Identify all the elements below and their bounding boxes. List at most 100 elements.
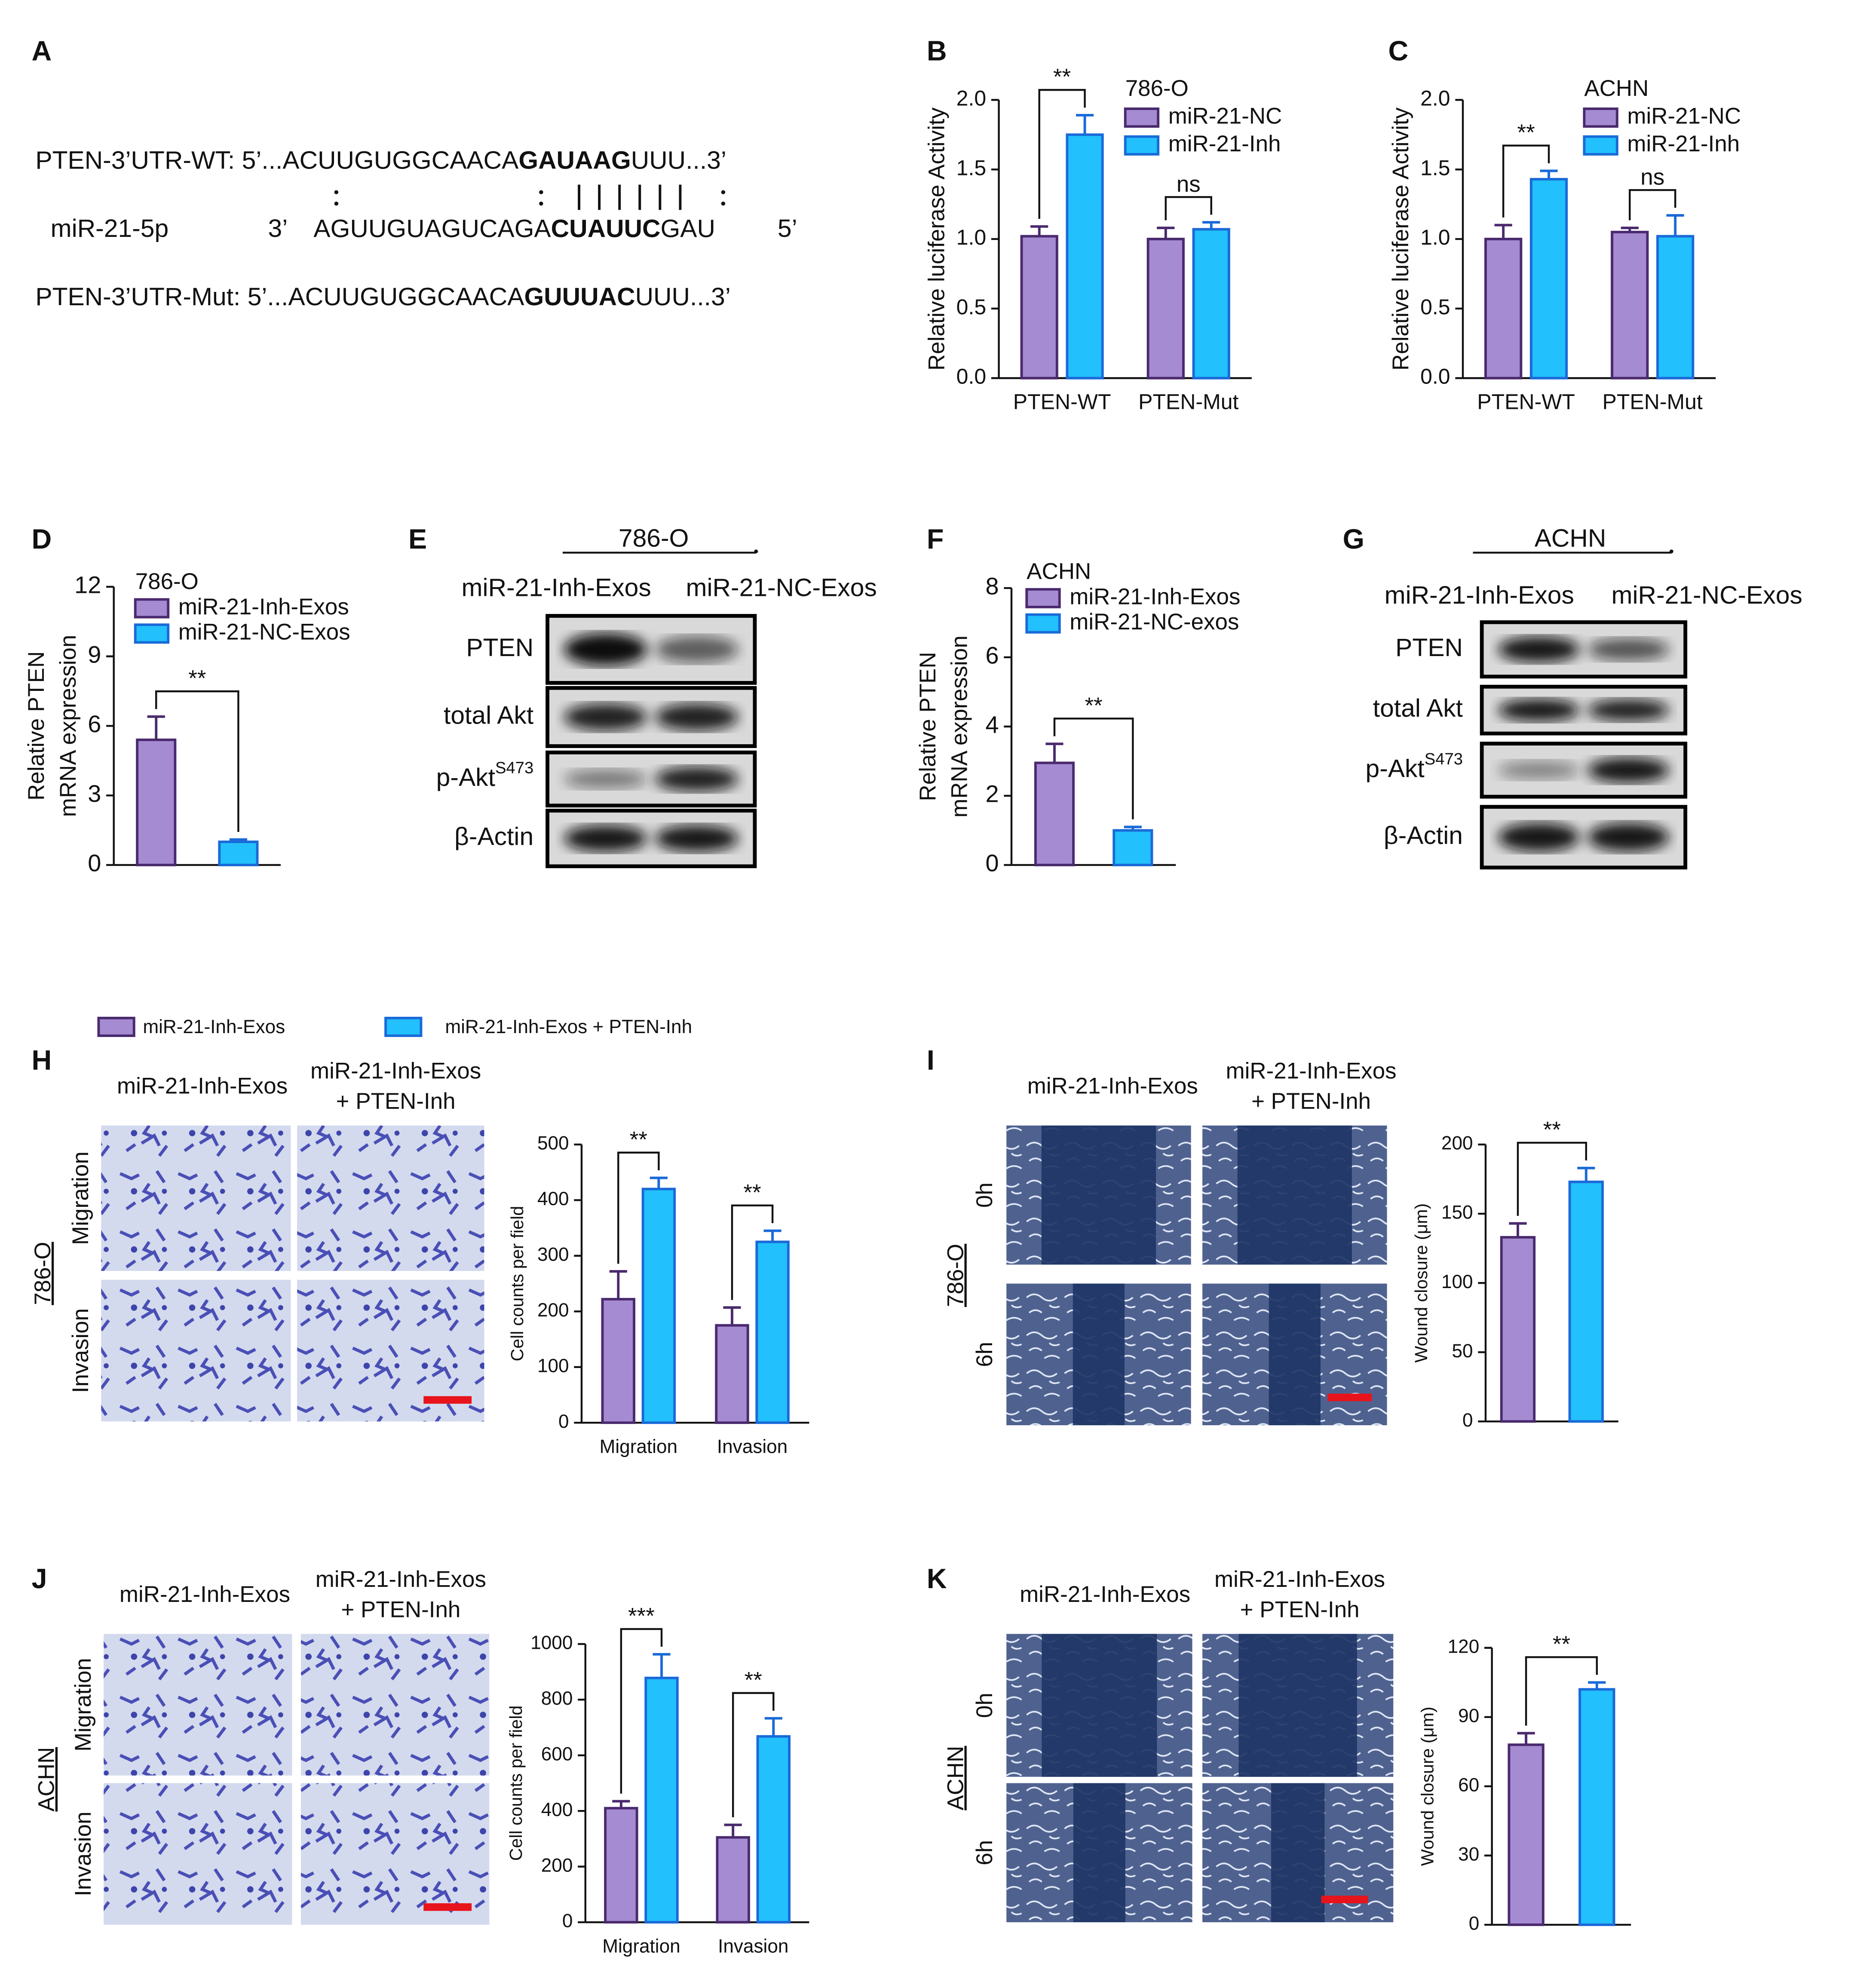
error-bar (1030, 225, 1048, 236)
significance-label: ** (1553, 1632, 1570, 1657)
error-bar (1577, 1166, 1595, 1182)
bar (1146, 237, 1185, 380)
error-bar (724, 1823, 742, 1838)
cell-line: 786-O (30, 1242, 55, 1305)
y-tick-label: 0 (1469, 1913, 1480, 1934)
y-tick-label: 0 (558, 1411, 569, 1432)
y-tick-label: 500 (537, 1133, 569, 1154)
blot-column: miR-21-NC-Exos (686, 574, 877, 601)
bar (716, 1836, 750, 1924)
mirna-end: 5’ (778, 215, 797, 242)
y-axis-label: mRNA expression (55, 635, 81, 817)
y-tick-label: 12 (74, 571, 101, 598)
bar (715, 1324, 749, 1424)
y-tick-label: 200 (1441, 1133, 1473, 1154)
image-column: miR-21-Inh-Exos (1226, 1058, 1397, 1083)
significance-label: ** (1085, 693, 1103, 718)
image-row: Migration (68, 1151, 93, 1245)
blot-band (564, 633, 647, 666)
y-tick-label: 6 (986, 642, 999, 669)
pairing (334, 184, 726, 210)
panel-label: B (927, 35, 947, 67)
blot-band (1498, 822, 1580, 852)
y-axis-label: Cell counts per field (506, 1706, 526, 1861)
significance-bracket (732, 1692, 775, 1817)
y-tick-label: 2.0 (1420, 86, 1450, 110)
error-bar (723, 1306, 741, 1325)
blot-band (655, 636, 739, 663)
blot-row-name: p-Akt (436, 763, 495, 791)
x-tick-label: PTEN-Mut (1138, 390, 1238, 414)
seed: GUUUAC (524, 283, 635, 311)
blot-row: p-AktS473 (436, 759, 534, 792)
blot-row-name: p-Akt (1365, 755, 1424, 782)
y-tick-label: 60 (1458, 1774, 1479, 1795)
blot-row-sup: S473 (1425, 750, 1463, 768)
error-bar (1157, 227, 1175, 239)
error-bar (1666, 214, 1684, 236)
significance-bracket (620, 1628, 663, 1794)
y-tick-label: 120 (1448, 1636, 1480, 1657)
error-bar (763, 1229, 781, 1242)
y-tick-label: 800 (541, 1688, 573, 1709)
blot-column: miR-21-Inh-Exos (1385, 581, 1574, 609)
panel-label: E (408, 523, 427, 555)
error-bar (1588, 1681, 1606, 1690)
significance-label: ** (1543, 1117, 1561, 1142)
wound-gap (1042, 1634, 1157, 1777)
panel-label: A (32, 35, 52, 67)
cell-line: ACHN (34, 1747, 59, 1812)
y-axis-label: Wound closure (μm) (1411, 1203, 1431, 1363)
x-tick-label: PTEN-WT (1477, 390, 1575, 414)
blot-band (1498, 699, 1580, 721)
significance-label: ns (1177, 172, 1201, 197)
legend-title: 786-O (1125, 76, 1189, 101)
y-axis-label: Wound closure (μm) (1417, 1707, 1437, 1866)
legend-label: miR-21-NC (1168, 104, 1282, 129)
significance-bracket (1629, 189, 1676, 221)
y-tick-label: 4 (986, 711, 999, 738)
legend-label: miR-21-NC-exos (1070, 609, 1239, 635)
legend-label: miR-21-NC-Exos (178, 620, 350, 645)
legend-swatch (134, 623, 170, 644)
blot-band (564, 825, 647, 852)
image-column: miR-21-Inh-Exos (1020, 1582, 1190, 1607)
legend-label: miR-21-Inh-Exos (178, 594, 349, 620)
y-tick-label: 400 (537, 1188, 569, 1209)
image-column: + PTEN-Inh (1240, 1597, 1360, 1622)
panel-a: PTEN-3’UTR-WT: 5’...ACUUGUGGCAACAGAUAAGU… (35, 146, 797, 311)
legend-swatch (1025, 613, 1061, 634)
x-tick-label: Invasion (718, 1936, 788, 1957)
y-tick-label: 0 (562, 1911, 573, 1932)
error-bar (1517, 1732, 1535, 1745)
seq-text: AGUUGUAGUCAGA (313, 215, 551, 242)
y-axis-label: Relative PTEN (915, 652, 941, 801)
wound-gap (1269, 1283, 1321, 1426)
blot-row: PTEN (1395, 634, 1463, 662)
bar (1020, 235, 1058, 380)
bar (1656, 235, 1695, 380)
error-bar (229, 838, 248, 842)
significance-label: ** (1517, 120, 1535, 145)
blot-header: ACHN (1535, 525, 1606, 552)
error-bar (1045, 742, 1063, 763)
significance-bracket (617, 1151, 660, 1264)
blot-column: miR-21-Inh-Exos (462, 574, 651, 601)
wound-gap (1237, 1125, 1352, 1265)
y-tick-label: 90 (1458, 1705, 1479, 1726)
panel-label: H (32, 1044, 52, 1076)
image-column: miR-21-Inh-Exos (1214, 1567, 1385, 1592)
bar (136, 738, 177, 866)
legend-label: miR-21-Inh-Exos (1070, 584, 1240, 609)
blot-band (1498, 636, 1580, 663)
y-tick-label: 0 (88, 850, 101, 877)
seq-text: PTEN-3’UTR-WT: 5’...ACUUGUGGCAACA (35, 146, 519, 174)
image-column: miR-21-Inh-Exos (1027, 1074, 1198, 1099)
error-bar (612, 1800, 630, 1808)
y-tick-label: 6 (88, 710, 101, 737)
y-tick-label: 100 (1441, 1271, 1473, 1292)
microscopy-image (297, 1125, 484, 1271)
bar (1034, 761, 1075, 866)
seq-text: UUU...3’ (631, 146, 726, 174)
